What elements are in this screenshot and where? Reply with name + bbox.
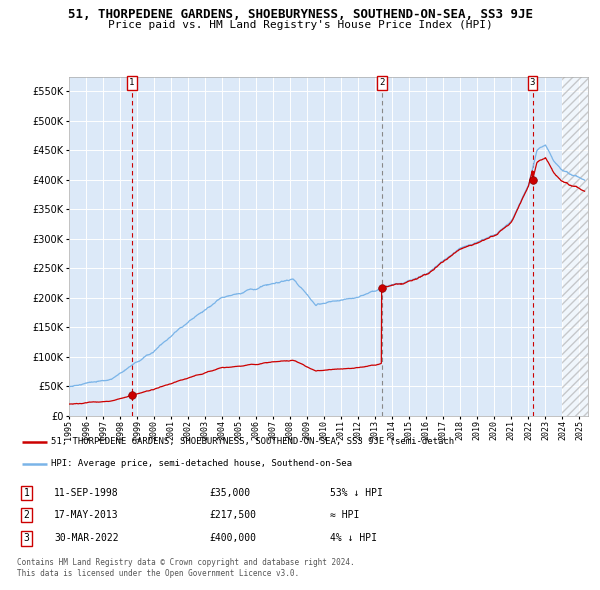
- Text: 1: 1: [23, 488, 29, 497]
- Bar: [562, 77, 588, 416]
- Text: 51, THORPEDENE GARDENS, SHOEBURYNESS, SOUTHEND-ON-SEA, SS3 9JE (semi-detach: 51, THORPEDENE GARDENS, SHOEBURYNESS, SO…: [50, 437, 454, 446]
- Text: This data is licensed under the Open Government Licence v3.0.: This data is licensed under the Open Gov…: [17, 569, 299, 578]
- Text: 2: 2: [379, 78, 384, 87]
- Text: Contains HM Land Registry data © Crown copyright and database right 2024.: Contains HM Land Registry data © Crown c…: [17, 558, 355, 566]
- Text: 53% ↓ HPI: 53% ↓ HPI: [330, 488, 383, 497]
- Text: ≈ HPI: ≈ HPI: [330, 510, 359, 520]
- Text: £35,000: £35,000: [210, 488, 251, 497]
- Text: 4% ↓ HPI: 4% ↓ HPI: [330, 533, 377, 543]
- Text: 2: 2: [23, 510, 29, 520]
- Text: 3: 3: [530, 78, 535, 87]
- Text: 17-MAY-2013: 17-MAY-2013: [54, 510, 119, 520]
- Text: 30-MAR-2022: 30-MAR-2022: [54, 533, 119, 543]
- Text: £217,500: £217,500: [210, 510, 257, 520]
- Text: HPI: Average price, semi-detached house, Southend-on-Sea: HPI: Average price, semi-detached house,…: [50, 460, 352, 468]
- Text: 11-SEP-1998: 11-SEP-1998: [54, 488, 119, 497]
- Text: Price paid vs. HM Land Registry's House Price Index (HPI): Price paid vs. HM Land Registry's House …: [107, 20, 493, 30]
- Text: £400,000: £400,000: [210, 533, 257, 543]
- Text: 1: 1: [129, 78, 134, 87]
- Text: 51, THORPEDENE GARDENS, SHOEBURYNESS, SOUTHEND-ON-SEA, SS3 9JE: 51, THORPEDENE GARDENS, SHOEBURYNESS, SO…: [67, 8, 533, 21]
- Text: 3: 3: [23, 533, 29, 543]
